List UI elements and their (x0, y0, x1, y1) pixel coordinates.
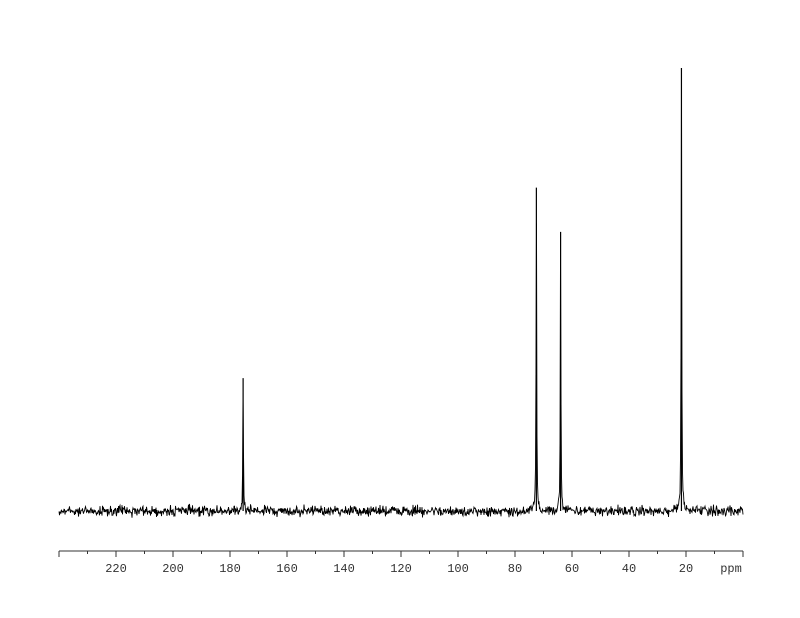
tick-label: 180 (219, 562, 241, 576)
tick-label: 140 (333, 562, 355, 576)
tick-label: 20 (679, 562, 693, 576)
tick-label: 40 (622, 562, 636, 576)
tick-label: 200 (162, 562, 184, 576)
x-axis: 220 200 180 160 140 120 100 80 60 40 20 (58, 550, 744, 576)
tick-label: 60 (565, 562, 579, 576)
tick-label: 120 (390, 562, 412, 576)
tick-label: 80 (508, 562, 522, 576)
x-axis-label: ppm (720, 562, 742, 576)
tick-label: 160 (276, 562, 298, 576)
tick-label: 220 (105, 562, 127, 576)
tick-label: 100 (447, 562, 469, 576)
plot-area (58, 68, 744, 518)
spectrum-trace (58, 80, 744, 518)
